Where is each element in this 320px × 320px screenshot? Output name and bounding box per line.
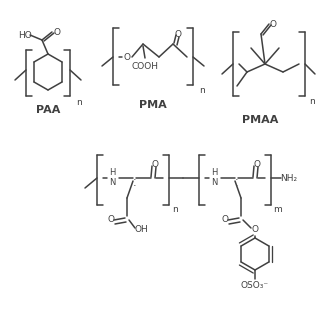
Text: O: O bbox=[53, 28, 60, 36]
Text: COOH: COOH bbox=[132, 61, 158, 70]
Text: n: n bbox=[309, 97, 315, 106]
Text: NH₂: NH₂ bbox=[280, 173, 298, 182]
Text: O: O bbox=[252, 226, 259, 235]
Text: OSO₃⁻: OSO₃⁻ bbox=[241, 282, 269, 291]
Text: m: m bbox=[273, 205, 281, 214]
Text: O: O bbox=[269, 20, 276, 28]
Text: ·
·: · · bbox=[133, 175, 137, 191]
Text: HO: HO bbox=[18, 30, 32, 39]
Text: N: N bbox=[211, 178, 217, 187]
Text: N: N bbox=[109, 178, 115, 187]
Text: PMA: PMA bbox=[139, 100, 167, 110]
Text: O: O bbox=[124, 52, 131, 61]
Text: ·
·: · · bbox=[235, 175, 239, 191]
Text: PAA: PAA bbox=[36, 105, 60, 115]
Text: n: n bbox=[172, 205, 178, 214]
Text: OH: OH bbox=[134, 226, 148, 235]
Text: n: n bbox=[76, 98, 82, 107]
Text: O: O bbox=[151, 159, 158, 169]
Text: H: H bbox=[109, 167, 115, 177]
Text: n: n bbox=[199, 85, 205, 94]
Text: O: O bbox=[253, 159, 260, 169]
Text: O: O bbox=[108, 215, 115, 225]
Text: PMAA: PMAA bbox=[242, 115, 278, 125]
Text: O: O bbox=[174, 29, 181, 38]
Text: H: H bbox=[211, 167, 217, 177]
Text: O: O bbox=[221, 215, 228, 225]
